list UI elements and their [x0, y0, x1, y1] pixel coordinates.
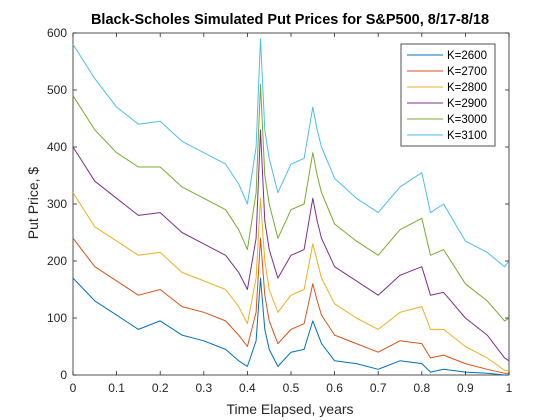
legend-label-3: K=2900 — [447, 98, 487, 110]
y-axis-label: Put Price, $ — [25, 167, 41, 240]
legend-box — [400, 43, 496, 147]
x-tick-label: 0 — [70, 381, 77, 395]
y-tick-label: 200 — [47, 254, 67, 268]
y-tick-label: 300 — [47, 197, 67, 211]
x-tick-label: 0.5 — [283, 381, 300, 395]
series-line-5 — [72, 38, 510, 268]
y-tick-label: 0 — [60, 368, 67, 382]
series-line-1 — [72, 237, 509, 374]
legend-label-0: K=2600 — [447, 50, 487, 62]
x-tick-label: 0.6 — [326, 381, 343, 395]
y-tick-label: 600 — [47, 26, 67, 40]
x-tick-label: 0.4 — [239, 381, 256, 395]
y-tick-label: 400 — [47, 140, 67, 154]
x-tick-label: 0.2 — [152, 381, 169, 395]
x-tick-label: 0.1 — [108, 381, 125, 395]
y-tick-label: 500 — [47, 83, 67, 97]
legend-label-5: K=3100 — [447, 130, 487, 142]
x-tick-label: 0.7 — [370, 381, 387, 395]
series-line-0 — [72, 277, 509, 376]
x-tick-label: 0.3 — [195, 381, 212, 395]
chart-title: Black-Scholes Simulated Put Prices for S… — [91, 12, 489, 28]
x-tick-label: 0.8 — [413, 381, 430, 395]
x-tick-label: 1 — [506, 381, 513, 395]
legend: K=2600 K=2700 K=2800 K=2900 K=3000 K=3100 — [400, 43, 496, 147]
x-tick-label: 0.9 — [457, 381, 474, 395]
legend-label-2: K=2800 — [447, 82, 487, 94]
legend-label-4: K=3000 — [447, 114, 487, 126]
legend-label-1: K=2700 — [447, 66, 487, 78]
series-line-3 — [72, 129, 510, 362]
series-line-2 — [72, 192, 509, 371]
y-tick-label: 100 — [47, 311, 67, 325]
x-axis-label: Time Elapsed, years — [226, 401, 353, 417]
series-line-4 — [72, 83, 510, 322]
